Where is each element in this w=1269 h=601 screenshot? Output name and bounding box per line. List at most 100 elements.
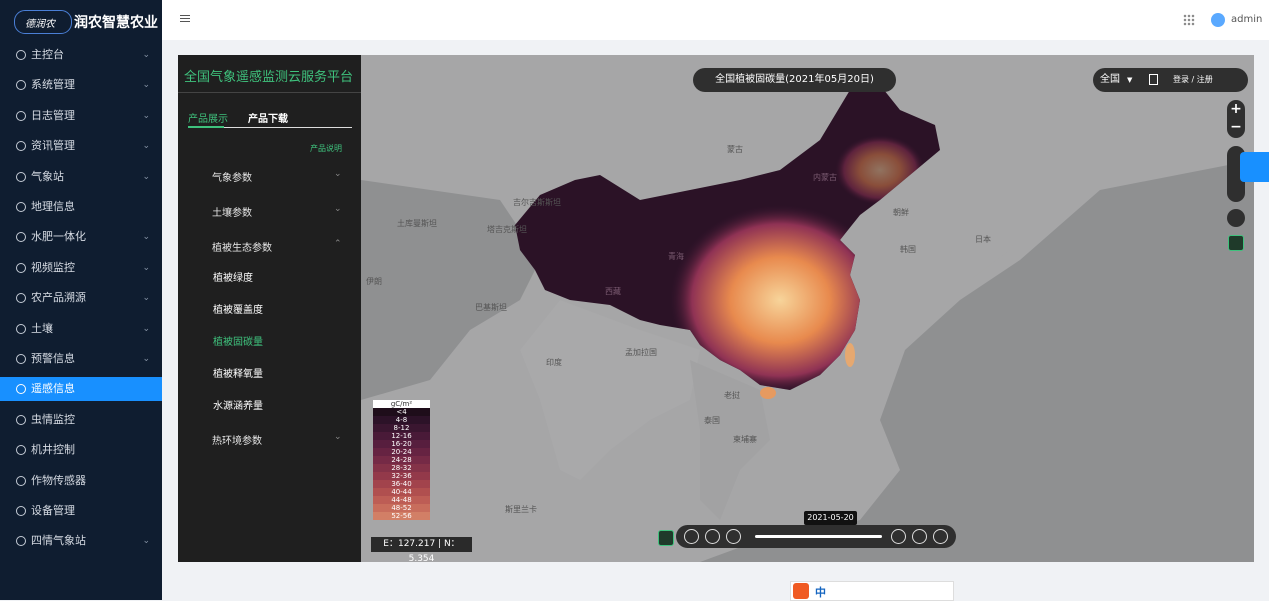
group-label[interactable]: 植被生态参数	[212, 243, 272, 254]
map-label: 韩国	[900, 245, 916, 254]
group-header[interactable]: 气象参数 ⌄	[200, 169, 342, 184]
menu-item[interactable]: 主控台 ⌄	[0, 43, 162, 67]
group-header[interactable]: 热环境参数 ⌄	[200, 432, 342, 447]
menu-item[interactable]: 地理信息	[0, 195, 162, 219]
menu-label[interactable]: 机井控制	[31, 443, 75, 457]
book-icon[interactable]	[1149, 74, 1158, 85]
play-button[interactable]	[912, 529, 927, 544]
group-label[interactable]: 热环境参数	[212, 436, 262, 447]
menu-label[interactable]: 气象站	[31, 169, 64, 183]
menu-item[interactable]: 系统管理 ⌄	[0, 73, 162, 97]
panel-title: 全国气象遥感监测云服务平台	[184, 70, 354, 85]
menu-icon	[16, 50, 26, 60]
map-title-text: 全国植被固碳量(2021年05月20日)	[715, 74, 874, 85]
logo-mark: 德润农	[25, 19, 55, 30]
menu-chevron: ⌄	[142, 141, 150, 152]
dropdown-caret[interactable]: ▼	[1127, 76, 1133, 84]
menu-item[interactable]: 四情气象站 ⌄	[0, 529, 162, 553]
menu-label[interactable]: 遥感信息	[31, 382, 75, 396]
product-note[interactable]: 产品说明	[310, 144, 342, 153]
land	[950, 150, 1040, 280]
menu-item[interactable]: 日志管理 ⌄	[0, 104, 162, 128]
menu-label[interactable]: 日志管理	[31, 108, 75, 122]
menu-item[interactable]: 设备管理	[0, 499, 162, 523]
menu-label[interactable]: 农产品溯源	[31, 291, 86, 305]
menu-label[interactable]: 系统管理	[31, 78, 75, 92]
settings-button[interactable]	[726, 529, 741, 544]
menu-chevron: ⌄	[142, 232, 150, 243]
tab[interactable]: 产品展示	[188, 114, 228, 125]
group-label[interactable]: 气象参数	[212, 173, 252, 184]
region-select[interactable]: 全国	[1100, 74, 1120, 85]
ime-mode[interactable]: 中	[815, 586, 826, 599]
group-item[interactable]: 植被释氧量	[213, 369, 263, 380]
legend-item: 20-24	[373, 448, 430, 456]
menu-label[interactable]: 四情气象站	[31, 534, 86, 548]
menu-label[interactable]: 资讯管理	[31, 139, 75, 153]
taiwan	[845, 343, 855, 367]
legend: gC/m² <4 4-8 8-12 12-16 16-20 20-24 24-28 28-32…	[373, 400, 430, 520]
group-label[interactable]: 土壤参数	[212, 208, 252, 219]
menu-label[interactable]: 作物传感器	[31, 473, 86, 487]
menu-item[interactable]: 土壤 ⌄	[0, 317, 162, 341]
group-chevron: ⌃	[334, 239, 342, 249]
map-label: 柬埔寨	[733, 435, 757, 444]
apps-button[interactable]	[1183, 14, 1195, 26]
menu-label[interactable]: 地理信息	[31, 200, 75, 213]
prev-button[interactable]	[891, 529, 906, 544]
map-canvas	[361, 55, 1254, 562]
menu-label[interactable]: 水肥一体化	[31, 230, 86, 244]
user-name[interactable]: admin	[1231, 14, 1263, 25]
menu-label[interactable]: 设备管理	[31, 504, 75, 517]
collapse-button[interactable]	[180, 15, 190, 16]
menu-label[interactable]: 预警信息	[31, 352, 75, 365]
time-slider[interactable]	[755, 535, 882, 538]
menu-item[interactable]: 虫情监控	[0, 408, 162, 432]
settings-tab[interactable]	[1240, 152, 1269, 182]
calendar-button[interactable]	[705, 529, 720, 544]
menu-item[interactable]: 视频监控 ⌄	[0, 256, 162, 280]
login[interactable]: 登录 / 注册	[1173, 75, 1213, 84]
legend-item: 32-36	[373, 472, 430, 480]
menu-chevron: ⌄	[142, 354, 150, 364]
menu-item[interactable]: 农产品溯源 ⌄	[0, 286, 162, 310]
menu-item[interactable]: 预警信息 ⌄	[0, 347, 162, 371]
group-item[interactable]: 水源涵养量	[213, 401, 263, 412]
menu-item[interactable]: 水肥一体化 ⌄	[0, 225, 162, 249]
menu-item[interactable]: 遥感信息	[0, 377, 162, 402]
legend-item: 16-20	[373, 440, 430, 448]
legend-item: 52-56	[373, 512, 430, 520]
menu-icon	[16, 110, 26, 121]
menu-item[interactable]: 机井控制	[0, 438, 162, 462]
ime-logo[interactable]	[793, 583, 809, 599]
menu-item[interactable]: 气象站 ⌄	[0, 165, 162, 189]
divider	[178, 92, 361, 93]
map-label: 吉尔吉斯斯坦	[513, 198, 561, 207]
calendar-button[interactable]	[684, 529, 699, 544]
zoom-controls[interactable]: + −	[1227, 100, 1245, 138]
menu-label[interactable]: 虫情监控	[31, 412, 75, 426]
help-button[interactable]	[1228, 235, 1244, 251]
menu-icon	[16, 202, 26, 212]
group-header[interactable]: 植被生态参数 ⌃	[200, 239, 342, 254]
menu-item[interactable]: 资讯管理 ⌄	[0, 134, 162, 158]
group-item[interactable]: 植被固碳量	[213, 337, 263, 348]
timeline-help[interactable]	[658, 530, 674, 546]
group-header[interactable]: 土壤参数 ⌄	[200, 204, 342, 219]
menu-item[interactable]: 作物传感器	[0, 469, 162, 493]
avatar[interactable]	[1211, 13, 1225, 27]
group-item[interactable]: 植被绿度	[213, 273, 253, 284]
menu-label[interactable]: 视频监控	[31, 260, 75, 274]
tab-indicator	[188, 126, 224, 128]
next-button[interactable]	[933, 529, 948, 544]
map[interactable]: 蒙古 内蒙古 吉尔吉斯斯坦 土库曼斯坦 塔吉克斯坦 伊朗 巴基斯坦 印度 孟加拉国 西藏 青海 老挝泰…	[361, 55, 1254, 562]
menu-label[interactable]: 主控台	[31, 48, 64, 61]
group-chevron: ⌄	[334, 432, 342, 442]
legend-item: 12-16	[373, 432, 430, 440]
menu-icon	[16, 414, 26, 425]
legend-item: 4-8	[373, 416, 430, 424]
tab[interactable]: 产品下载	[248, 114, 288, 125]
delete-button[interactable]	[1227, 209, 1245, 227]
menu-label[interactable]: 土壤	[31, 321, 53, 335]
group-item[interactable]: 植被覆盖度	[213, 305, 263, 316]
